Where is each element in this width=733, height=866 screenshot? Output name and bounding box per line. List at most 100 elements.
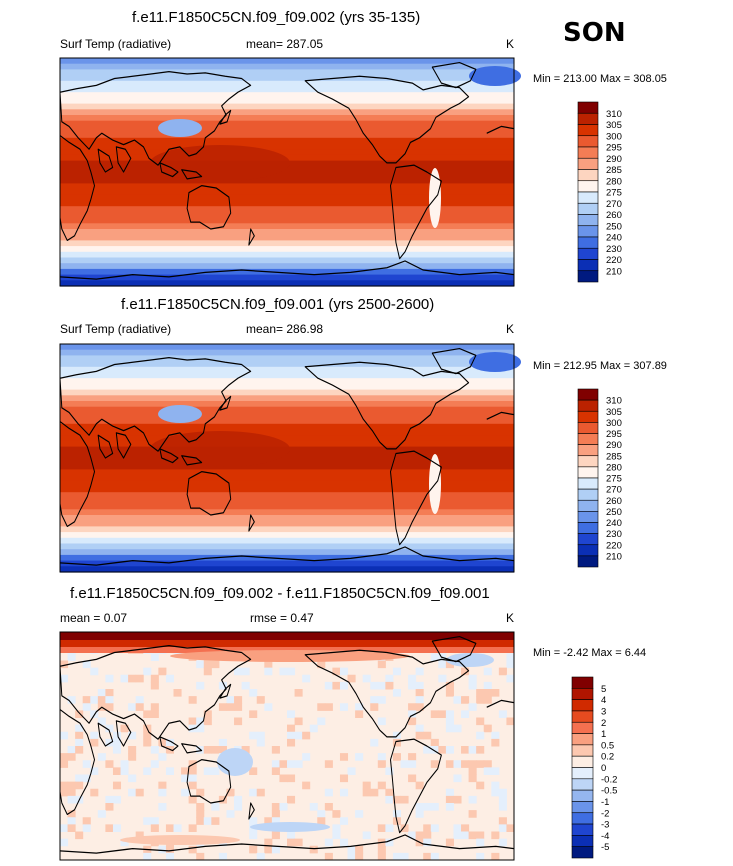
colorbar-swatch — [571, 755, 594, 768]
map-frame — [59, 631, 515, 861]
diff-speckle — [302, 781, 311, 790]
diff-speckle — [430, 738, 439, 747]
diff-speckle — [256, 731, 265, 740]
diff-speckle — [408, 831, 417, 840]
diff-speckle — [445, 746, 454, 754]
diff-speckle — [415, 667, 424, 676]
diff-speckle — [218, 852, 227, 861]
map-band — [60, 412, 514, 419]
diff-speckle — [287, 774, 296, 783]
diff-speckle — [355, 845, 364, 854]
diff-speckle — [287, 667, 296, 676]
colorbar-tick-label: 305 — [606, 407, 622, 418]
diff-speckle — [370, 703, 379, 711]
diff-speckle — [461, 831, 470, 840]
diff-speckle — [67, 810, 76, 818]
diff-speckle — [483, 689, 492, 697]
diff-speckle — [287, 831, 296, 840]
colorbar-tick-label: 230 — [606, 244, 622, 255]
colorbar-tick-label: 310 — [606, 396, 622, 407]
colorbar-swatch — [571, 710, 594, 723]
diff-speckle — [135, 831, 144, 840]
diff-speckle — [181, 767, 190, 775]
diff-speckle — [453, 795, 462, 804]
diff-speckle — [468, 774, 477, 783]
diff-speckle — [188, 717, 197, 726]
diff-speckle — [165, 674, 174, 683]
diff-speckle — [135, 788, 144, 797]
map-frame — [59, 343, 515, 573]
colorbar-swatch — [577, 522, 599, 534]
diff-speckle — [158, 788, 167, 797]
diff-speckle — [347, 852, 356, 861]
diff-speckle — [218, 795, 227, 804]
colorbar-tick-label: 1 — [601, 729, 606, 740]
map-band — [60, 372, 514, 379]
diff-speckle — [415, 831, 424, 840]
diff-speckle — [430, 653, 439, 661]
diff-speckle — [324, 703, 333, 711]
colorbar-tick-label: -4 — [601, 831, 609, 842]
diff-speckle — [196, 852, 205, 861]
diff-speckle — [249, 689, 258, 697]
diff-speckle — [105, 738, 114, 747]
colorbar-swatch — [571, 835, 594, 847]
diff-speckle — [332, 681, 341, 690]
diff-speckle — [256, 788, 265, 797]
diff-speckle — [271, 746, 280, 754]
diff-speckle — [105, 724, 114, 733]
colorbar-swatch — [571, 733, 594, 746]
diff-speckle — [60, 760, 69, 768]
diff-speckle — [67, 653, 76, 661]
map-band — [60, 143, 514, 150]
map-band — [60, 63, 514, 70]
map-band — [60, 378, 514, 385]
diff-speckle — [324, 681, 333, 690]
diff-speckle — [453, 824, 462, 832]
map-band — [60, 458, 514, 465]
diff-speckle — [294, 838, 303, 847]
diff-speckle — [226, 696, 235, 704]
diff-speckle — [438, 660, 447, 669]
diff-speckle — [370, 681, 379, 690]
colorbar-swatch — [571, 801, 594, 814]
diff-speckle — [60, 838, 69, 847]
diff-speckle — [112, 746, 122, 754]
map-band — [60, 515, 514, 522]
map-band — [60, 126, 514, 133]
diff-speckle — [392, 852, 401, 861]
map-band — [60, 554, 514, 562]
map-band — [60, 566, 514, 573]
diff-speckle — [415, 681, 424, 690]
diff-speckle — [249, 710, 258, 718]
map-band — [60, 92, 514, 99]
diff-speckle — [491, 852, 500, 861]
panel2-title: f.e11.F1850C5CN.f09_f09.001 (yrs 2500-26… — [121, 296, 435, 313]
diff-speckle — [491, 781, 500, 790]
colorbar-tick-label: 250 — [606, 221, 622, 232]
diff-speckle — [445, 760, 454, 768]
diff-speckle — [226, 788, 235, 797]
diff-speckle — [196, 803, 205, 811]
diff-speckle — [112, 824, 122, 832]
diff-speckle — [271, 845, 280, 854]
diff-speckle — [339, 703, 349, 711]
diff-speckle — [67, 817, 76, 825]
diff-speckle — [67, 781, 76, 790]
diff-speckle — [498, 710, 507, 718]
panel3-title: f.e11.F1850C5CN.f09_f09.002 - f.e11.F185… — [70, 585, 490, 602]
diff-speckle — [105, 824, 114, 832]
diff-speckle — [468, 703, 477, 711]
diff-speckle — [264, 838, 273, 847]
diff-speckle — [324, 803, 333, 811]
diff-speckle — [423, 824, 432, 832]
colorbar-tick-label: 285 — [606, 165, 622, 176]
map-band — [60, 115, 514, 122]
diff-speckle — [165, 845, 174, 854]
diff-speckle — [211, 817, 220, 825]
diff-speckle — [453, 831, 462, 840]
diff-speckle — [415, 731, 424, 740]
diff-speckle — [324, 852, 333, 861]
map-band — [60, 234, 514, 241]
diff-speckle — [468, 681, 477, 690]
